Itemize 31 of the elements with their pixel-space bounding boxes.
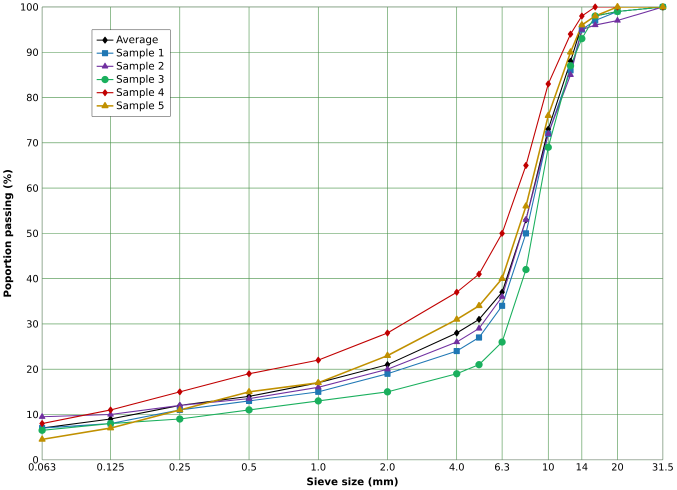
y-tick-label: 10 (27, 410, 38, 418)
x-tick-label: 31.5 (652, 463, 673, 471)
x-tick-label: 0.063 (28, 463, 56, 471)
x-tick-label: 0.5 (242, 463, 256, 471)
y-tick-label: 40 (26, 275, 38, 282)
y-axis-title: Poportion passing (%) (3, 170, 14, 297)
y-tick-label: 20 (26, 366, 38, 374)
x-tick-label: 4.0 (449, 463, 464, 471)
y-tick-label: 90 (26, 48, 38, 56)
x-tick-label: 2.0 (380, 463, 395, 471)
x-tick-label: 0.25 (170, 463, 190, 471)
x-tick-label: 20 (612, 463, 624, 471)
legend-label: Sample 2 (116, 62, 164, 72)
y-tick-label: 60 (26, 184, 38, 192)
x-tick-label: 0.125 (97, 463, 124, 471)
legend-label: Sample 4 (116, 88, 164, 98)
x-tick-label: 10 (543, 463, 554, 471)
y-tick-label: 80 (26, 94, 38, 102)
legend-label: Sample 3 (116, 75, 164, 85)
x-tick-label: 6.3 (495, 463, 510, 471)
x-tick-label: 14 (576, 463, 588, 470)
legend-label: Sample 1 (116, 48, 164, 59)
y-tick-label: 0 (33, 456, 38, 464)
y-tick-label: 30 (26, 320, 38, 328)
y-tick-label: 70 (27, 139, 38, 147)
x-tick-label: 1.0 (312, 463, 326, 471)
y-tick-label: 50 (26, 230, 38, 238)
x-axis-title: Sieve size (mm) (307, 477, 398, 487)
legend-label: Sample 5 (116, 101, 164, 112)
legend-label: Average (116, 36, 158, 46)
y-tick-label: 100 (21, 3, 38, 11)
